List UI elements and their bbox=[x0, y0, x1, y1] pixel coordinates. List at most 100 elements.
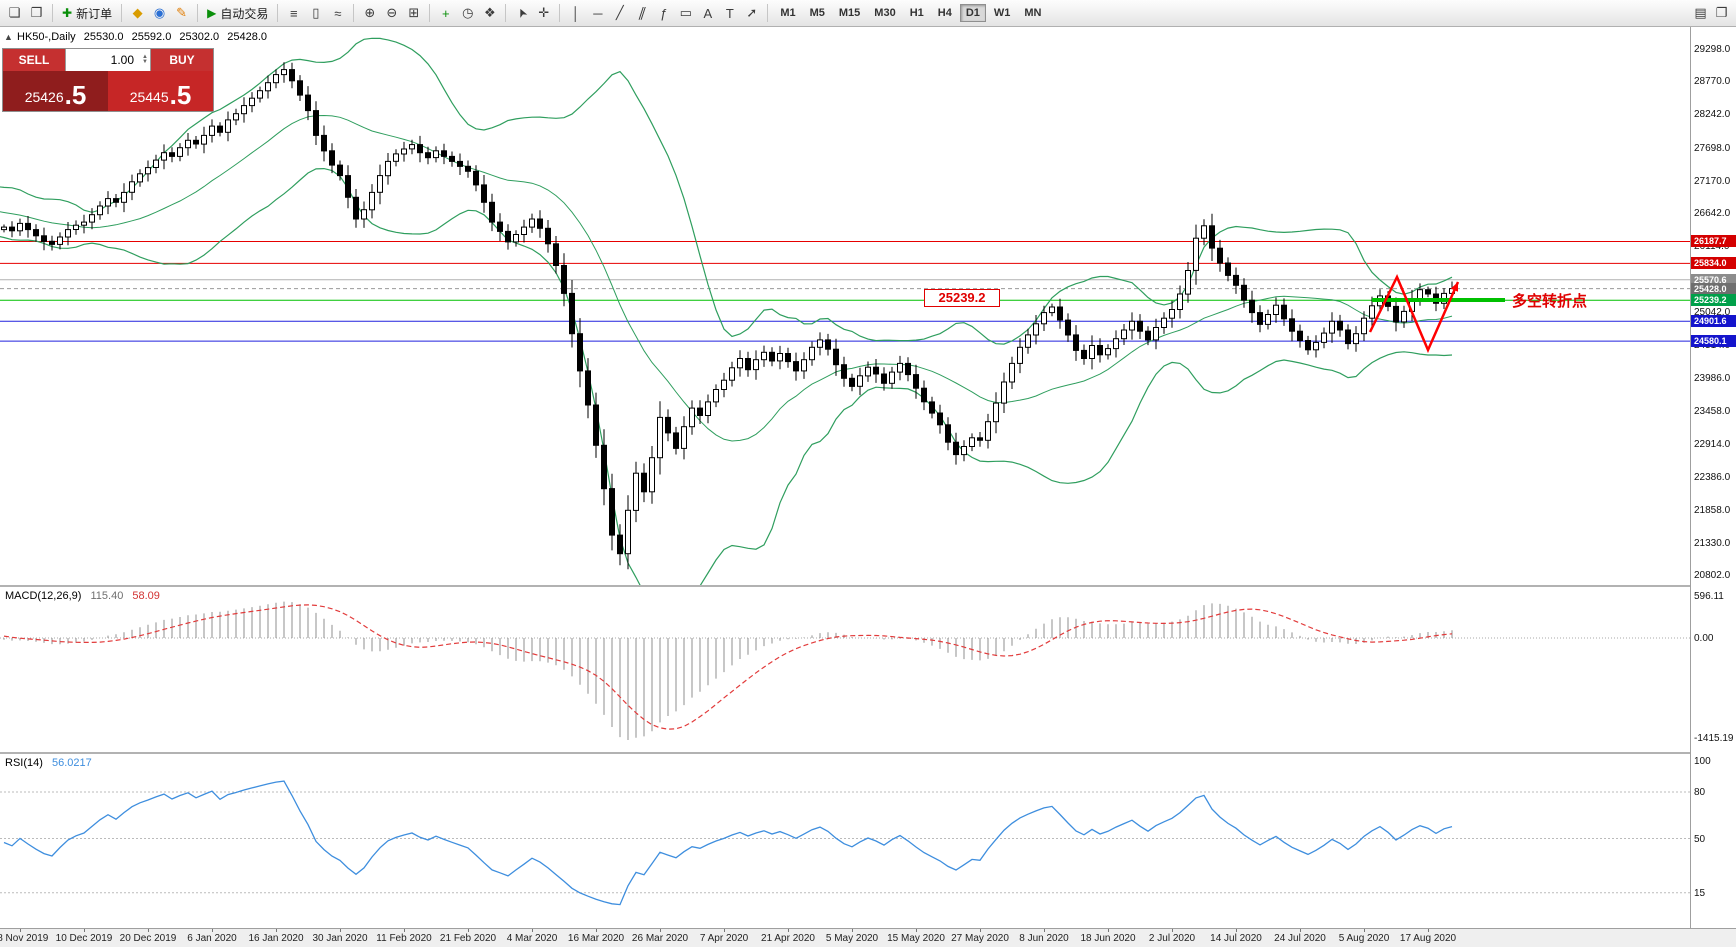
new-chart-icon[interactable]: ❏ bbox=[8, 5, 21, 20]
time-axis[interactable]: 28 Nov 2019 10 Dec 2019 20 Dec 2019 6 Jan 2… bbox=[0, 928, 1736, 947]
toolbar-separator bbox=[505, 4, 507, 22]
print-icon[interactable]: ▤ bbox=[1694, 5, 1707, 20]
date-tick-mark bbox=[276, 929, 277, 932]
volume-value: 1.00 bbox=[110, 53, 134, 67]
toolbar-separator bbox=[277, 4, 279, 22]
window-icon[interactable]: ❐ bbox=[1715, 5, 1728, 20]
metaeditor-icon[interactable]: ✎ bbox=[176, 5, 188, 20]
one-click-trading-widget: SELL 1.00 ▲ ▼ BUY 25426 .5 25445 .5 bbox=[2, 48, 214, 112]
horizontal-line-icon[interactable]: ─ bbox=[593, 5, 603, 21]
date-tick-mark bbox=[84, 929, 85, 932]
bollinger-middle-band bbox=[0, 114, 1453, 442]
price-tick: 21858.0 bbox=[1694, 504, 1731, 516]
toolbar-separator bbox=[429, 4, 431, 22]
price-tick: 29298.0 bbox=[1694, 43, 1731, 55]
templates-icon[interactable]: ❖ bbox=[484, 5, 496, 20]
profiles-icon[interactable]: ❒ bbox=[30, 5, 43, 20]
date-tick: 26 Mar 2020 bbox=[631, 933, 689, 944]
timeframe-m15[interactable]: M15 bbox=[838, 7, 861, 19]
price-tick: 22386.0 bbox=[1694, 472, 1731, 484]
bar-chart-icon[interactable]: ≡ bbox=[290, 5, 298, 21]
text-icon[interactable]: A bbox=[703, 5, 713, 21]
date-tick-mark bbox=[1428, 929, 1429, 932]
timeframe-m30[interactable]: M30 bbox=[874, 7, 896, 19]
buy-button[interactable]: BUY bbox=[151, 49, 213, 71]
main-chart-panel[interactable]: ▲ HK50-,Daily 25530.0 25592.0 25302.0 25… bbox=[0, 27, 1690, 585]
timeframe-m1[interactable]: M1 bbox=[780, 7, 796, 19]
buy-price-frac: .5 bbox=[169, 80, 192, 110]
date-tick-mark bbox=[660, 929, 661, 932]
spinner-up-icon[interactable]: ▲ bbox=[142, 54, 148, 60]
spinner-down-icon[interactable]: ▼ bbox=[142, 59, 148, 65]
macd-axis-tick: -1415.19 bbox=[1694, 733, 1734, 745]
periods-icon[interactable]: ◷ bbox=[462, 5, 474, 20]
crosshair-icon[interactable]: ✛ bbox=[538, 5, 550, 20]
level-callout-label[interactable]: 25239.2 bbox=[924, 289, 1000, 307]
date-tick-mark bbox=[1300, 929, 1301, 932]
signals-icon[interactable]: ◉ bbox=[153, 5, 166, 20]
rsi-value: 56.0217 bbox=[51, 757, 92, 769]
new-order-button[interactable]: ✚ 新订单 bbox=[58, 3, 116, 24]
date-tick-mark bbox=[916, 929, 917, 932]
cursor-icon[interactable]: ➤ bbox=[513, 5, 531, 21]
price-axis[interactable]: 29298.0 28770.0 28242.0 27698.0 27170.0 26642… bbox=[1690, 27, 1736, 928]
toolbar-separator bbox=[353, 4, 355, 22]
date-tick: 16 Jan 2020 bbox=[248, 933, 304, 944]
autotrading-button[interactable]: ▶ 自动交易 bbox=[203, 3, 272, 24]
line-chart-icon[interactable]: ≈ bbox=[334, 5, 342, 21]
chart-title: HK50-,Daily 25530.0 25592.0 25302.0 2542… bbox=[17, 31, 272, 43]
date-tick-mark bbox=[724, 929, 725, 932]
sell-price-frac: .5 bbox=[64, 80, 87, 110]
ohlc-open: 25530.0 bbox=[83, 31, 124, 43]
zoom-in-icon[interactable]: ⊕ bbox=[364, 5, 376, 20]
sell-button[interactable]: SELL bbox=[3, 49, 65, 71]
bollinger-lower-band bbox=[0, 167, 1453, 585]
date-tick-mark bbox=[532, 929, 533, 932]
date-tick-mark bbox=[20, 929, 21, 932]
date-tick-mark bbox=[340, 929, 341, 932]
timeframe-group: M1 M5 M15 M30 H1 H4 D1 W1 MN bbox=[773, 4, 1048, 22]
timeframe-d1[interactable]: D1 bbox=[959, 4, 986, 22]
sell-price[interactable]: 25426 .5 bbox=[3, 71, 108, 111]
toolbar-separator bbox=[197, 4, 199, 22]
fibonacci-icon[interactable]: ƒ bbox=[660, 5, 668, 21]
macd-title: MACD(12,26,9) 115.40 58.09 bbox=[5, 590, 166, 602]
one-click-collapse-icon[interactable]: ▲ bbox=[4, 32, 13, 42]
timeframe-m5[interactable]: M5 bbox=[809, 7, 825, 19]
date-tick-mark bbox=[148, 929, 149, 932]
timeframe-h4[interactable]: H4 bbox=[937, 7, 952, 19]
toolbar-separator bbox=[559, 4, 561, 22]
shapes-icon[interactable]: ▭ bbox=[679, 5, 692, 20]
timeframe-h1[interactable]: H1 bbox=[909, 7, 924, 19]
market-icon[interactable]: ◆ bbox=[132, 5, 143, 20]
channel-icon[interactable]: ∥ bbox=[636, 5, 648, 20]
label-icon[interactable]: T bbox=[725, 5, 734, 21]
new-order-icon: ✚ bbox=[62, 6, 73, 20]
date-tick: 6 Jan 2020 bbox=[187, 933, 237, 944]
macd-axis-tick: 0.00 bbox=[1694, 633, 1714, 644]
timeframe-mn[interactable]: MN bbox=[1024, 7, 1042, 19]
date-tick: 27 May 2020 bbox=[951, 933, 1009, 944]
turning-point-annotation[interactable]: 多空转折点 bbox=[1512, 293, 1588, 310]
volume-spinner[interactable]: ▲ ▼ bbox=[142, 54, 148, 65]
tile-windows-icon[interactable]: ⊞ bbox=[408, 5, 420, 20]
indicators-icon[interactable]: + bbox=[442, 5, 450, 21]
date-tick: 5 Aug 2020 bbox=[1338, 933, 1390, 944]
volume-input[interactable]: 1.00 ▲ ▼ bbox=[65, 49, 151, 71]
candlestick-chart-icon[interactable]: ▯ bbox=[312, 5, 320, 20]
macd-panel[interactable]: MACD(12,26,9) 115.40 58.09 bbox=[0, 585, 1690, 752]
macd-signal-line bbox=[3, 604, 1453, 730]
date-tick: 14 Jul 2020 bbox=[1210, 933, 1262, 944]
date-tick-mark bbox=[788, 929, 789, 932]
price-chart bbox=[0, 37, 1690, 585]
zoom-out-icon[interactable]: ⊖ bbox=[386, 5, 398, 20]
trendline-icon[interactable]: ╱ bbox=[615, 5, 624, 20]
rsi-panel[interactable]: RSI(14) 56.0217 bbox=[0, 752, 1690, 928]
date-tick: 11 Feb 2020 bbox=[376, 933, 432, 944]
vertical-line-icon[interactable]: │ bbox=[571, 5, 580, 21]
rsi-axis-tick: 50 bbox=[1694, 833, 1706, 845]
timeframe-w1[interactable]: W1 bbox=[993, 7, 1011, 19]
buy-price[interactable]: 25445 .5 bbox=[108, 71, 213, 111]
rsi-title: RSI(14) 56.0217 bbox=[5, 757, 98, 769]
arrow-tools-icon[interactable]: ➚ bbox=[746, 5, 758, 20]
